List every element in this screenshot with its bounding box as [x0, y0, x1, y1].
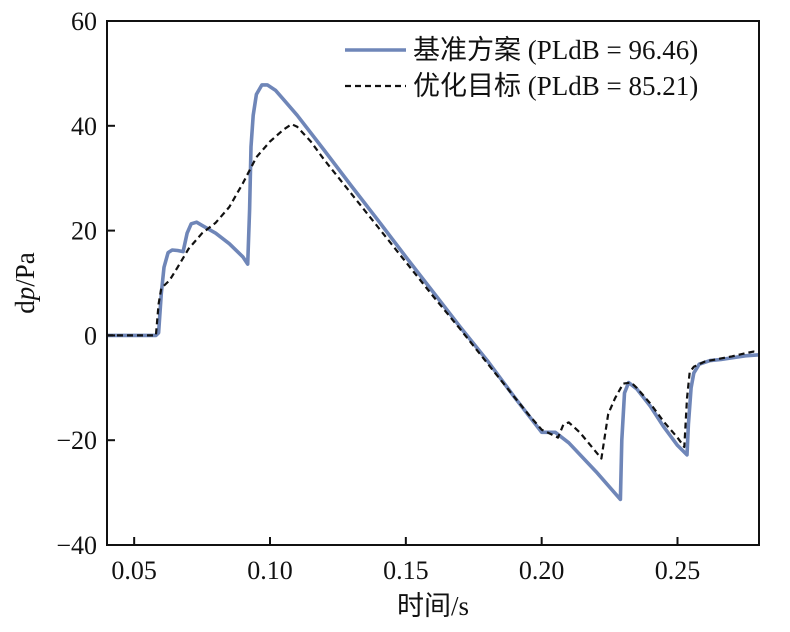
- y-tick-label: 60: [71, 7, 97, 36]
- legend-label-baseline: 基准方案 (PLdB = 96.46): [413, 35, 698, 65]
- y-tick-label: 0: [84, 321, 97, 350]
- labels-layer: 0.05 0.10 0.15 0.20 0.25 −40 −20 0 20 40 60: [56, 7, 700, 585]
- x-tick-label: 0.05: [111, 556, 157, 585]
- y-tick-label: 20: [71, 217, 97, 246]
- x-tick-label: 0.20: [519, 556, 565, 585]
- ticks-layer: [107, 20, 679, 546]
- y-tick-label: −20: [56, 426, 97, 455]
- y-axis-title-italic: p: [10, 287, 40, 303]
- x-tick-label: 0.25: [655, 556, 701, 585]
- y-tick-label: −40: [56, 531, 97, 560]
- series-layer: [107, 83, 760, 502]
- x-tick-label: 0.10: [247, 556, 293, 585]
- y-tick-label: 40: [71, 112, 97, 141]
- plot-frame: [106, 20, 760, 546]
- y-axis-title-suffix: /Pa: [10, 252, 40, 287]
- y-axis-title: dp/Pa: [10, 252, 40, 314]
- y-axis-title-prefix: d: [10, 300, 40, 314]
- series-line-0: [107, 83, 760, 502]
- x-tick-label: 0.15: [383, 556, 429, 585]
- legend-label-optimized: 优化目标 (PLdB = 85.21): [413, 71, 698, 101]
- series-line-1: [107, 123, 760, 460]
- x-axis-title: 时间/s: [397, 591, 469, 621]
- legend: 基准方案 (PLdB = 96.46) 优化目标 (PLdB = 85.21): [345, 35, 698, 101]
